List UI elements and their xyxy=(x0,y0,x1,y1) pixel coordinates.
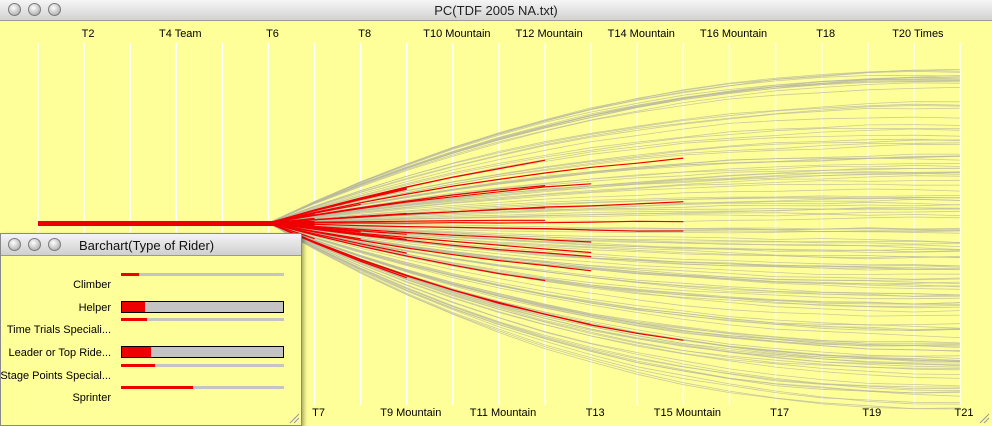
barchart-zoom-button[interactable] xyxy=(48,238,61,251)
window-title: PC(TDF 2005 NA.txt) xyxy=(434,3,558,18)
barchart-bar[interactable] xyxy=(121,318,284,321)
barchart-bar-fill xyxy=(121,318,148,321)
axis-label-top: T14 Mountain xyxy=(607,28,675,40)
barchart-window[interactable]: Barchart(Type of Rider) Climber Helper Tim… xyxy=(0,233,302,426)
axis-label-bottom: T19 xyxy=(862,407,882,419)
barchart-row-label: Sprinter xyxy=(72,392,111,404)
barchart-row-label: Climber xyxy=(73,279,111,291)
axis-label-bottom: T13 xyxy=(585,407,605,419)
barchart-close-button[interactable] xyxy=(8,238,21,251)
barchart-title: Barchart(Type of Rider) xyxy=(79,238,215,253)
axis-label-bottom: T9 Mountain xyxy=(380,407,442,419)
barchart-bar-fill xyxy=(122,302,145,312)
axis-label-top: T10 Mountain xyxy=(423,28,491,40)
barchart-resize-grip[interactable] xyxy=(288,412,300,424)
close-button[interactable] xyxy=(8,3,21,16)
barchart-bar[interactable] xyxy=(121,364,284,367)
barchart-bar-fill xyxy=(122,347,151,357)
barchart-bar-fill xyxy=(121,273,139,276)
axis-label-top: T12 Mountain xyxy=(515,28,583,40)
axis-label-top: T6 xyxy=(266,28,279,40)
barchart-minimize-button[interactable] xyxy=(28,238,41,251)
window-titlebar[interactable]: PC(TDF 2005 NA.txt) xyxy=(0,0,992,21)
minimize-button[interactable] xyxy=(28,3,41,16)
barchart-titlebar[interactable]: Barchart(Type of Rider) xyxy=(1,234,301,256)
barchart-row-label: Stage Points Special... xyxy=(0,370,111,382)
zoom-button[interactable] xyxy=(48,3,61,16)
barchart-row-label: Time Trials Speciali... xyxy=(6,324,111,336)
highlighted-bundle xyxy=(38,221,315,226)
barchart-bar-fill xyxy=(121,386,193,389)
barchart-row-label: Helper xyxy=(78,302,111,314)
axis-label-bottom: T7 xyxy=(312,407,326,419)
axis-label-top: T8 xyxy=(358,28,372,40)
barchart-bar-fill xyxy=(121,364,156,367)
axis-label-bottom: T15 Mountain xyxy=(653,407,722,419)
axis-label-bottom: T17 xyxy=(770,407,790,419)
axis-label-top: T20 Times xyxy=(892,28,944,40)
axis-label-bottom: T11 Mountain xyxy=(469,407,537,419)
barchart-row-label: Leader or Top Ride... xyxy=(8,347,111,359)
barchart-bar[interactable] xyxy=(121,301,284,313)
axis-label-bottom: T21 xyxy=(954,407,974,419)
barchart-bar[interactable] xyxy=(121,386,284,389)
axis-label-top: T16 Mountain xyxy=(699,28,768,40)
barchart-bar[interactable] xyxy=(121,273,284,276)
window-resize-grip[interactable] xyxy=(978,412,990,424)
axis-label-top: T18 xyxy=(816,28,836,40)
axis-label-top: T4 Team xyxy=(159,28,202,40)
parallel-coordinates-plot[interactable] xyxy=(0,21,992,426)
barchart-bar[interactable] xyxy=(121,346,284,358)
axis-label-top: T2 xyxy=(81,28,95,40)
